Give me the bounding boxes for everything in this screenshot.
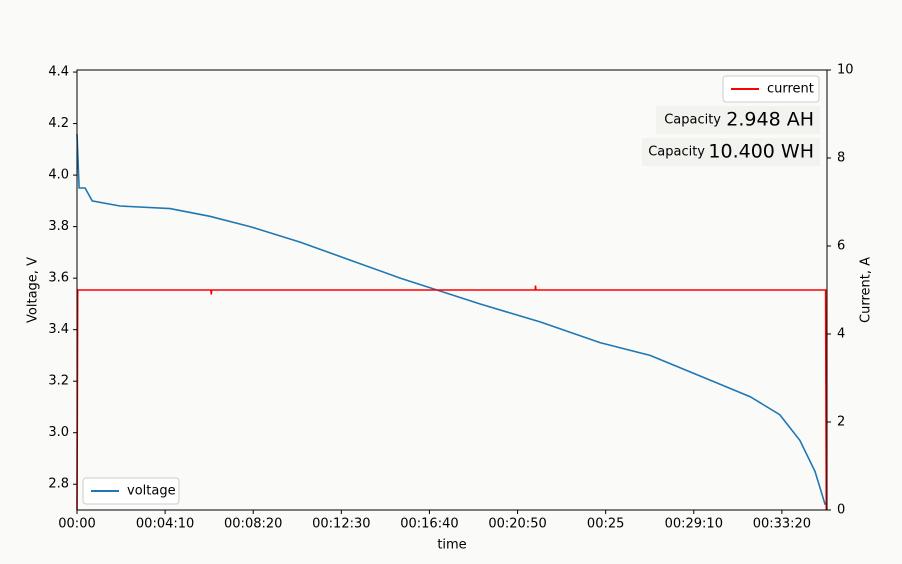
line-voltage — [76, 133, 826, 506]
y2-tick-label: 4 — [837, 327, 845, 342]
y2-tick-label: 0 — [837, 503, 845, 518]
x-tick-label: 00:25 — [587, 517, 624, 532]
x-tick-label: 00:16:40 — [400, 517, 458, 532]
legend-box — [82, 477, 180, 505]
y-tick-label: 3.0 — [48, 425, 69, 440]
y-tick-label: 4.0 — [48, 168, 69, 183]
annotation-label: Capacity — [648, 145, 705, 160]
x-tick-label: 00:33:20 — [753, 517, 811, 532]
y2-tick-label: 6 — [837, 239, 845, 254]
x-tick-label: 00:08:20 — [224, 517, 282, 532]
legend-label: current — [767, 82, 814, 97]
x-tick-label: 00:12:30 — [312, 517, 370, 532]
y-tick-label: 4.2 — [48, 116, 69, 131]
y-tick-label: 2.8 — [48, 477, 69, 492]
annotation-box — [642, 138, 820, 166]
annotation-value: 2.948 AH — [726, 109, 814, 131]
x-axis-label: time — [437, 538, 466, 553]
x-tick-label: 00:04:10 — [136, 517, 194, 532]
x-tick-label: 00:00 — [58, 517, 95, 532]
y-tick-label: 3.8 — [48, 219, 69, 234]
annotation-value: 10.400 WH — [708, 141, 814, 163]
y-tick-label: 3.2 — [48, 374, 69, 389]
plot-frame — [76, 69, 828, 511]
legend-box — [722, 75, 820, 103]
y-axis-label: Voltage, V — [26, 257, 41, 323]
y2-tick-label: 8 — [837, 151, 845, 166]
line-current — [76, 285, 828, 511]
annotation-box — [656, 106, 820, 134]
y-tick-label: 3.4 — [48, 322, 69, 337]
y-tick-label: 4.4 — [48, 65, 69, 80]
y2-axis-label: Current, A — [859, 257, 874, 323]
y2-tick-label: 2 — [837, 415, 845, 430]
y2-tick-label: 10 — [837, 63, 854, 78]
legend-label: voltage — [127, 484, 176, 499]
y-tick-label: 3.6 — [48, 271, 69, 286]
x-tick-label: 00:20:50 — [488, 517, 546, 532]
annotation-label: Capacity — [664, 113, 721, 128]
x-tick-label: 00:29:10 — [665, 517, 723, 532]
